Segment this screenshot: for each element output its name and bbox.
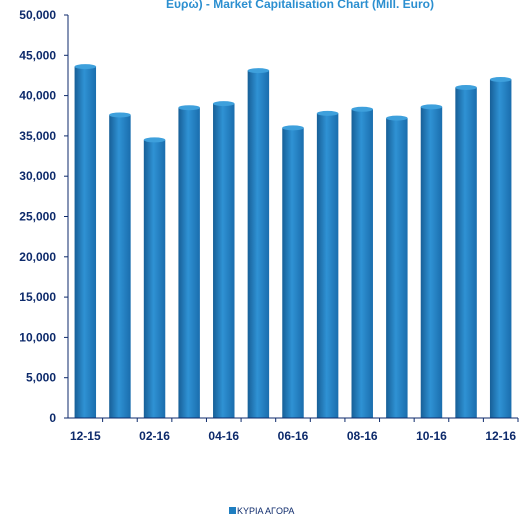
bar-series <box>74 64 512 419</box>
y-tick-label: 20,000 <box>19 250 56 264</box>
x-tick-label: 06-16 <box>278 429 309 443</box>
bar <box>420 104 443 418</box>
bar <box>213 101 235 418</box>
legend-label: ΚΥΡΙΑ ΑΓΟΡΑ <box>237 506 294 516</box>
y-axis: 0 5,000 10,000 15,000 20,000 25,000 30,000 35,0… <box>19 8 69 425</box>
y-tick-label: 40,000 <box>19 89 56 103</box>
legend-swatch <box>229 507 236 514</box>
x-tick-label: 02-16 <box>139 429 170 443</box>
bar <box>316 110 339 418</box>
y-tick-label: 50,000 <box>19 8 56 22</box>
bar <box>282 125 304 418</box>
y-tick-label: 10,000 <box>19 330 56 344</box>
x-axis: 12-15 02-16 04-16 06-16 08-16 10-16 12-16 <box>68 417 519 443</box>
bar <box>74 64 97 419</box>
y-tick-label: 35,000 <box>19 129 56 143</box>
y-tick-label: 0 <box>49 411 56 425</box>
x-tick-label: 04-16 <box>208 429 239 443</box>
legend: ΚΥΡΙΑ ΑΓΟΡΑ <box>229 506 294 516</box>
bar <box>178 105 200 418</box>
y-tick-label: 5,000 <box>26 371 56 385</box>
bar <box>109 112 131 418</box>
x-tick-label: 12-15 <box>70 429 101 443</box>
x-tick-label: 10-16 <box>416 429 447 443</box>
y-tick-label: 45,000 <box>19 48 56 62</box>
x-tick-label: 12-16 <box>485 429 516 443</box>
bar <box>143 137 166 418</box>
y-tick-label: 15,000 <box>19 290 56 304</box>
y-tick-label: 25,000 <box>19 210 56 224</box>
bar <box>351 106 373 418</box>
y-tick-label: 30,000 <box>19 169 56 183</box>
chart-title: Ευρώ) - Market Capitalisation Chart (Mil… <box>166 0 434 11</box>
bar <box>489 76 512 418</box>
bar <box>247 68 270 418</box>
bar <box>455 85 477 418</box>
bar <box>386 115 408 418</box>
x-tick-label: 08-16 <box>347 429 378 443</box>
